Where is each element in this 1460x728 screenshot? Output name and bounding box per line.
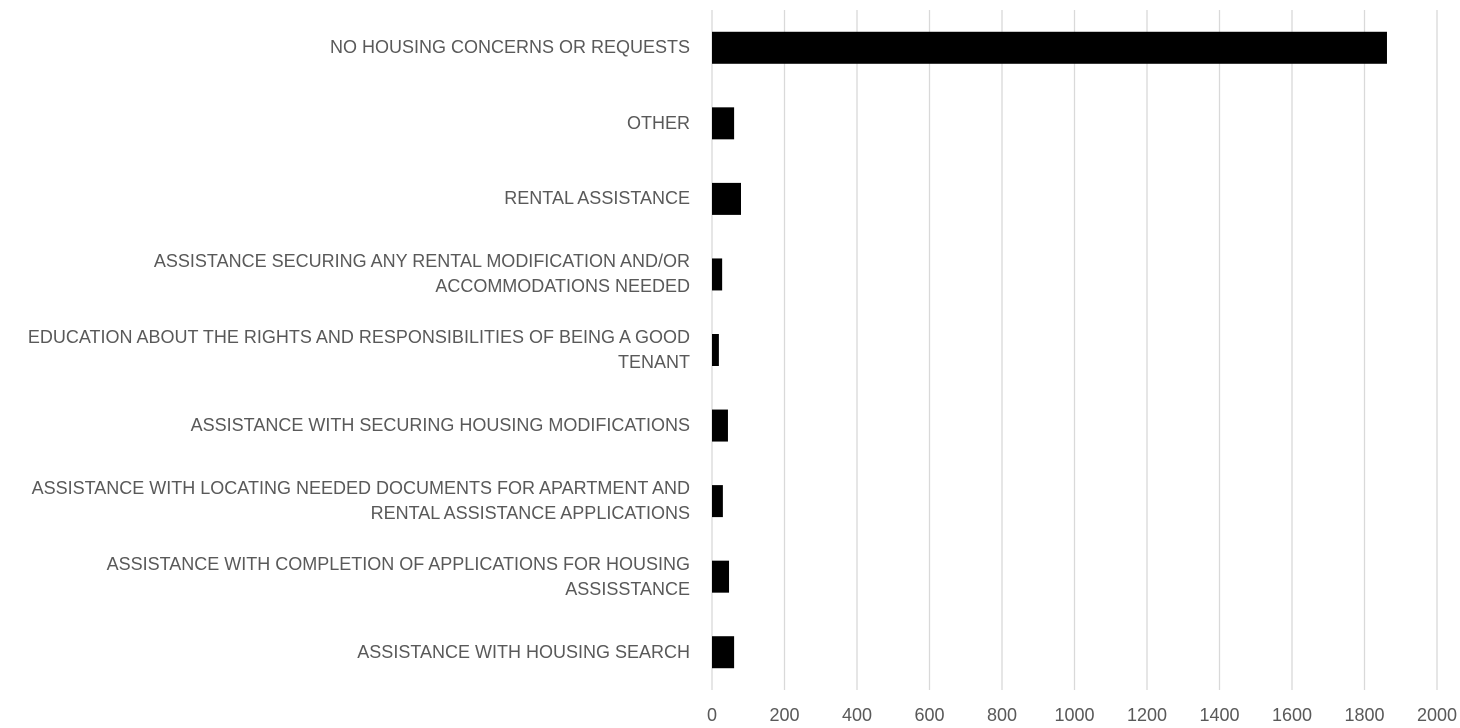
x-tick-label: 600	[914, 705, 944, 725]
y-tick-label: ASSISTANCE WITH HOUSING SEARCH	[357, 641, 690, 662]
category-label-box: NO HOUSING CONCERNS OR REQUESTS	[0, 10, 690, 86]
category-label-box: ASSISTANCE WITH SECURING HOUSING MODIFIC…	[0, 388, 690, 464]
category-label-box: ASSISTANCE WITH LOCATING NEEDED DOCUMENT…	[0, 463, 690, 539]
x-tick-label: 0	[707, 705, 717, 725]
x-tick-label: 1200	[1127, 705, 1167, 725]
y-tick-label: NO HOUSING CONCERNS OR REQUESTS	[329, 37, 690, 58]
category-label-box: EDUCATION ABOUT THE RIGHTS AND RESPONSIB…	[0, 312, 690, 388]
bar	[712, 485, 723, 518]
y-tick-label: OTHER	[627, 112, 690, 133]
x-tick-label: 1600	[1272, 705, 1312, 725]
category-label-box: RENTAL ASSISTANCE	[0, 161, 690, 237]
bar	[712, 182, 741, 215]
category-label-box: ASSISTANCE SECURING ANY RENTAL MODIFICAT…	[0, 237, 690, 313]
category-label-box: ASSISTANCE WITH COMPLETION OF APPLICATIO…	[0, 539, 690, 615]
y-tick-label: RENTAL ASSISTANCE	[504, 188, 690, 209]
bar	[712, 560, 730, 593]
y-tick-label: EDUCATION ABOUT THE RIGHTS AND RESPONSIB…	[27, 326, 690, 372]
bar	[712, 31, 1387, 64]
bar	[712, 334, 719, 366]
y-tick-label: ASSISTANCE SECURING ANY RENTAL MODIFICAT…	[153, 251, 690, 297]
x-tick-label: 200	[769, 705, 799, 725]
y-tick-label: ASSISTANCE WITH COMPLETION OF APPLICATIO…	[106, 553, 690, 599]
x-tick-label: 400	[842, 705, 872, 725]
bar	[712, 107, 735, 140]
bar	[712, 636, 735, 669]
bar	[712, 258, 723, 291]
y-tick-label: ASSISTANCE WITH SECURING HOUSING MODIFIC…	[190, 415, 690, 436]
category-label-box: ASSISTANCE WITH HOUSING SEARCH	[0, 614, 690, 690]
y-tick-label: ASSISTANCE WITH LOCATING NEEDED DOCUMENT…	[31, 478, 690, 524]
x-tick-label: 1800	[1344, 705, 1384, 725]
bar	[712, 409, 728, 442]
x-tick-label: 1000	[1054, 705, 1094, 725]
x-tick-label: 800	[987, 705, 1017, 725]
category-label-box: OTHER	[0, 86, 690, 162]
x-tick-label: 1400	[1199, 705, 1239, 725]
x-tick-label: 2000	[1417, 705, 1457, 725]
